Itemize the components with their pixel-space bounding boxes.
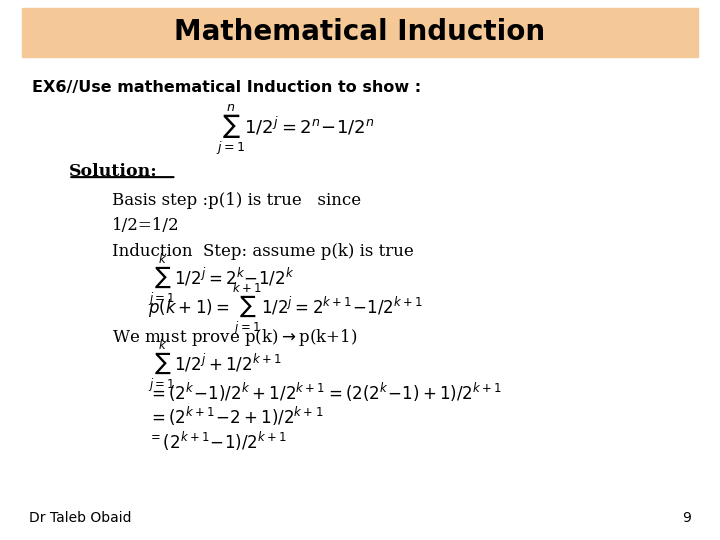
Text: Basis step :p(1) is true   since: Basis step :p(1) is true since	[112, 192, 361, 210]
FancyBboxPatch shape	[22, 8, 698, 57]
Text: EX6//Use mathematical Induction to show :: EX6//Use mathematical Induction to show …	[32, 80, 421, 95]
Text: $\sum_{j=1}^{n} 1/2^j = 2^n\!-\!1/2^n$: $\sum_{j=1}^{n} 1/2^j = 2^n\!-\!1/2^n$	[216, 102, 374, 157]
Text: Solution:: Solution:	[68, 163, 157, 180]
Text: We must prove p(k)$\rightarrow$p(k+1): We must prove p(k)$\rightarrow$p(k+1)	[112, 327, 357, 348]
Text: Induction  Step: assume p(k) is true: Induction Step: assume p(k) is true	[112, 243, 413, 260]
Text: $=(2^{k+1}\!-\!2+1) / 2^{k+1}$: $=(2^{k+1}\!-\!2+1) / 2^{k+1}$	[148, 406, 323, 428]
Text: $=(2^k\!-\!1)/2^k +1/2^{k+1}= (2(2^k\!-\!1)+1)/2^{k+1}$: $=(2^k\!-\!1)/2^k +1/2^{k+1}= (2(2^k\!-\…	[148, 381, 502, 403]
Text: $^{=}(2^{k+1}\!-\!1)/2^{k+1}$: $^{=}(2^{k+1}\!-\!1)/2^{k+1}$	[148, 430, 287, 453]
Text: 9: 9	[683, 511, 691, 525]
Text: 1/2=1/2: 1/2=1/2	[112, 217, 179, 234]
Text: $\sum_{j=1}^{k} 1/2^j + 1/2^{k+1}$: $\sum_{j=1}^{k} 1/2^j + 1/2^{k+1}$	[148, 338, 282, 394]
Text: $p(k+1)= \sum_{j=1}^{k+1} 1/2^j = 2^{k+1}\!-\!1/2^{k+1}$: $p(k+1)= \sum_{j=1}^{k+1} 1/2^j = 2^{k+1…	[148, 281, 423, 337]
Text: Mathematical Induction: Mathematical Induction	[174, 18, 546, 46]
Text: Dr Taleb Obaid: Dr Taleb Obaid	[29, 511, 131, 525]
Text: $\sum_{j=1}^{k} 1/2^j = 2^k\!-\!1/2^k$: $\sum_{j=1}^{k} 1/2^j = 2^k\!-\!1/2^k$	[148, 252, 294, 308]
